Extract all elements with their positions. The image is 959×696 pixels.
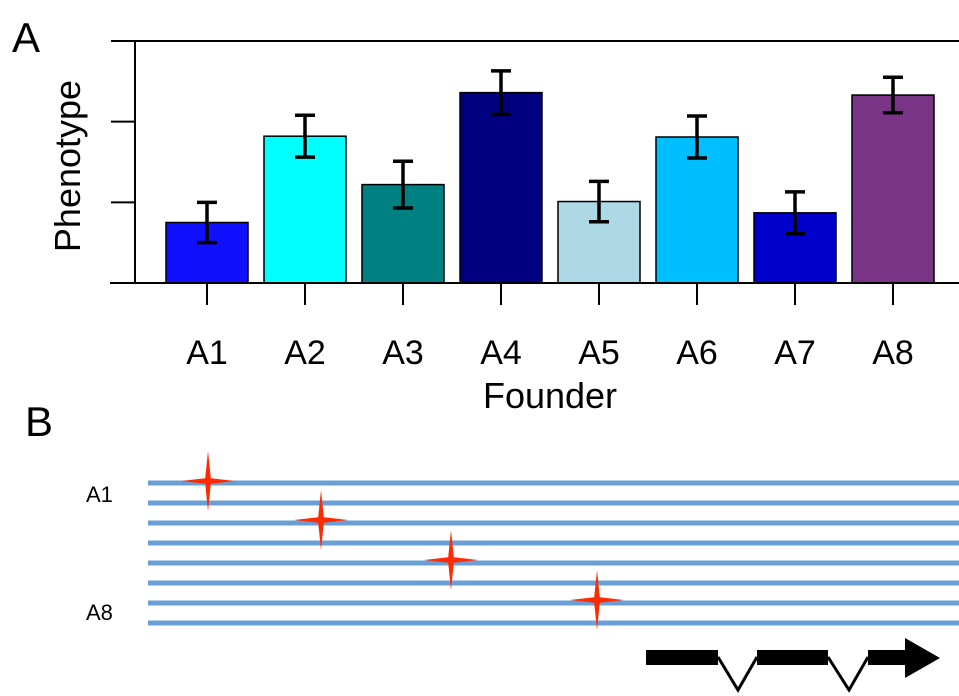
panel-b-label: B [25,398,53,445]
gene-intron-1 [716,656,759,693]
variant-star-marker [424,530,478,590]
x-tick-label-a2: A2 [284,334,326,372]
variant-star-marker [294,490,348,550]
variant-markers [181,451,624,630]
gene-model [646,638,940,693]
bar-a2 [263,135,347,284]
x-tick-label-a1: A1 [186,334,228,372]
bar-chart: A1 A2 A3 A4 A5 A6 A7 A8 Phenotype Founder [47,40,959,416]
gene-exon-1 [646,650,718,665]
bars [165,91,935,284]
x-tick-label-a5: A5 [578,334,620,372]
x-tick-label-a3: A3 [382,334,424,372]
x-tick-label-a7: A7 [774,334,816,372]
panel-a-label: A [12,14,40,61]
x-tick-label-a8: A8 [872,334,914,372]
bar-a8 [851,94,935,284]
bar-a6 [655,136,739,284]
gene-exon-2 [757,650,828,665]
variant-star-marker [181,451,235,511]
haplotype-diagram: A1 A8 [86,451,959,693]
x-tick-labels: A1 A2 A3 A4 A5 A6 A7 A8 [186,334,914,372]
y-axis-label: Phenotype [47,80,88,252]
x-axis-label: Founder [483,375,617,416]
variant-star-marker [570,570,624,630]
haplotype-label-a1: A1 [86,482,113,507]
x-axis [110,282,959,305]
haplotype-label-a8: A8 [86,600,113,625]
bar-a4 [459,91,543,284]
x-tick-label-a6: A6 [676,334,718,372]
error-bars [197,69,903,245]
x-tick-label-a4: A4 [480,334,522,372]
gene-intron-2 [826,656,870,693]
gene-exon-3-arrow [868,638,940,678]
haplotype-lines [148,480,959,626]
